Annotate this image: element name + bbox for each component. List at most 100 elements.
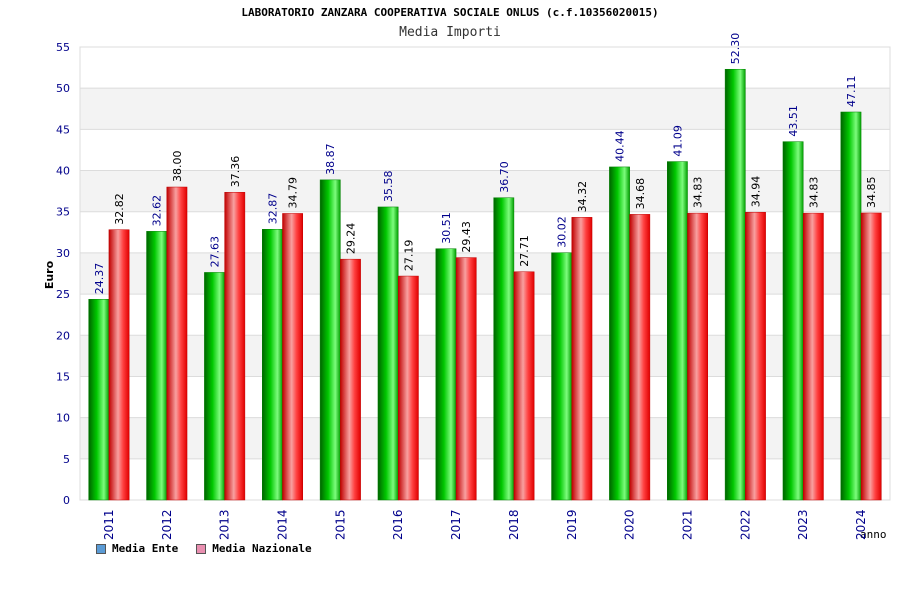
data-label: 32.62 [151, 195, 164, 227]
bar-media-nazionale [513, 271, 535, 501]
x-tick-label: 2017 [449, 509, 463, 540]
bar-media-ente [435, 248, 457, 501]
bar-media-nazionale [397, 275, 419, 501]
bar-media-nazionale [629, 214, 651, 501]
y-tick-label: 5 [63, 453, 70, 466]
data-label: 32.82 [113, 193, 126, 225]
data-label: 24.37 [93, 263, 106, 295]
bar-media-nazionale [802, 212, 824, 501]
legend-label: Media Nazionale [212, 542, 312, 555]
y-tick-label: 45 [56, 123, 70, 136]
grid-band [80, 458, 890, 500]
legend-swatch [96, 543, 106, 554]
bar-media-ente [319, 179, 341, 501]
bar-media-ente [146, 231, 168, 501]
legend-item-ente: Media Ente [96, 542, 178, 555]
bar-media-nazionale [455, 257, 477, 501]
data-label: 34.32 [576, 181, 589, 213]
data-label: 38.87 [324, 143, 337, 175]
y-tick-label: 40 [56, 165, 70, 178]
y-tick-label: 30 [56, 247, 70, 260]
bar-media-nazionale [687, 212, 708, 501]
x-tick-label: 2011 [102, 509, 116, 540]
chart-subtitle: Media Importi [399, 25, 501, 40]
bar-media-nazionale [282, 213, 303, 501]
y-tick-label: 55 [56, 41, 70, 54]
x-tick-label: 2012 [160, 509, 174, 540]
bar-media-nazionale [340, 258, 361, 501]
legend-swatch [196, 543, 207, 554]
data-label: 47.11 [845, 75, 858, 107]
bar-media-nazionale [571, 217, 593, 501]
data-label: 27.63 [209, 236, 222, 268]
legend-item-nazionale: Media Nazionale [196, 542, 312, 555]
bar-media-ente [204, 272, 225, 501]
bar-media-ente [88, 299, 110, 501]
data-label: 29.43 [460, 221, 473, 253]
grid-band [80, 47, 890, 89]
bar-media-ente [667, 161, 688, 501]
grid-band [80, 88, 890, 130]
data-label: 38.00 [171, 151, 184, 183]
bar-media-nazionale [166, 186, 188, 501]
grid-band [80, 170, 890, 212]
x-tick-label: 2016 [391, 509, 405, 540]
data-label: 52.30 [729, 33, 742, 65]
grid-band [80, 294, 890, 336]
chart-title: LABORATORIO ZANZARA COOPERATIVA SOCIALE … [241, 6, 659, 19]
x-axis-label: anno [860, 528, 887, 541]
data-label: 27.19 [402, 240, 415, 272]
y-tick-label: 35 [56, 206, 70, 219]
data-label: 34.68 [634, 178, 647, 210]
y-tick-label: 10 [56, 412, 70, 425]
data-label: 34.83 [807, 177, 820, 209]
data-label: 34.94 [749, 176, 762, 208]
grid-band [80, 376, 890, 418]
x-tick-label: 2013 [218, 509, 232, 540]
data-label: 35.58 [382, 170, 395, 202]
data-label: 32.87 [266, 193, 279, 225]
x-tick-label: 2023 [796, 509, 810, 540]
data-label: 27.71 [518, 235, 531, 267]
x-tick-label: 2014 [276, 509, 290, 540]
y-tick-label: 25 [56, 288, 70, 301]
bar-media-ente [262, 229, 283, 501]
x-tick-label: 2015 [333, 509, 347, 540]
data-label: 36.70 [498, 161, 511, 193]
bar-media-ente [840, 111, 862, 501]
data-label: 29.24 [344, 223, 357, 255]
data-label: 43.51 [787, 105, 800, 137]
bar-media-nazionale [224, 192, 246, 501]
grid-band [80, 129, 890, 171]
y-tick-label: 15 [56, 370, 70, 383]
bar-media-ente [782, 141, 804, 501]
data-label: 34.79 [287, 177, 300, 209]
legend: Media Ente Media Nazionale [96, 542, 312, 555]
bar-media-ente [551, 252, 573, 501]
grid-band [80, 417, 890, 459]
legend-label: Media Ente [112, 542, 179, 555]
y-tick-label: 0 [63, 494, 70, 507]
x-tick-label: 2019 [565, 509, 579, 540]
y-tick-label: 50 [56, 82, 70, 95]
x-tick-label: 2022 [738, 509, 752, 540]
x-tick-label: 2018 [507, 509, 521, 540]
bar-media-ente [377, 206, 399, 501]
bar-media-nazionale [745, 211, 766, 501]
x-tick-label: 2021 [681, 509, 695, 540]
data-label: 30.02 [556, 216, 569, 248]
data-label: 30.51 [440, 212, 453, 244]
bar-media-ente [609, 166, 630, 501]
x-tick-label: 2020 [623, 509, 637, 540]
grid-band [80, 335, 890, 377]
data-label: 41.09 [671, 125, 684, 157]
data-label: 34.83 [692, 177, 705, 209]
bar-media-nazionale [860, 212, 882, 501]
bar-media-nazionale [108, 229, 130, 501]
x-tick-label: 2024 [854, 509, 868, 540]
bar-media-ente [724, 68, 746, 501]
data-label: 37.36 [229, 156, 242, 188]
grid-band [80, 252, 890, 295]
data-label: 40.44 [614, 130, 627, 162]
